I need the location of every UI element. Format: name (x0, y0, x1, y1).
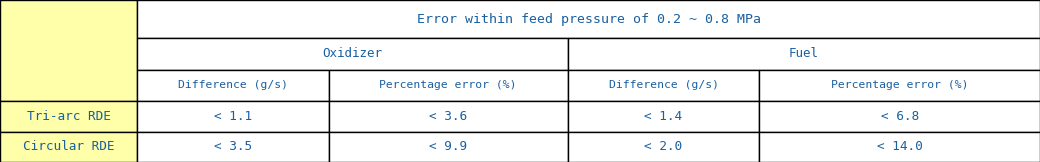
Text: < 9.9: < 9.9 (430, 140, 467, 153)
Bar (137, 132, 329, 162)
Bar (568, 38, 1040, 70)
Bar (568, 132, 759, 162)
Text: Fuel: Fuel (789, 47, 818, 60)
Text: Percentage error (%): Percentage error (%) (380, 80, 517, 90)
Bar (568, 70, 759, 101)
Bar (137, 38, 568, 70)
Text: < 3.6: < 3.6 (430, 110, 467, 123)
Text: Oxidizer: Oxidizer (322, 47, 383, 60)
Bar (0, 132, 137, 162)
Text: < 2.0: < 2.0 (645, 140, 682, 153)
Bar (329, 70, 568, 101)
Bar (759, 132, 1040, 162)
Bar (759, 70, 1040, 101)
Bar (329, 132, 568, 162)
Text: Circular RDE: Circular RDE (23, 140, 114, 153)
Text: < 3.5: < 3.5 (214, 140, 252, 153)
Bar (329, 101, 568, 132)
Text: < 6.8: < 6.8 (881, 110, 918, 123)
Bar (759, 101, 1040, 132)
Text: Tri-arc RDE: Tri-arc RDE (27, 110, 110, 123)
Bar (0, 101, 137, 132)
Text: Percentage error (%): Percentage error (%) (831, 80, 968, 90)
Text: < 1.1: < 1.1 (214, 110, 252, 123)
Bar (0, 0, 137, 101)
Text: Error within feed pressure of 0.2 ~ 0.8 MPa: Error within feed pressure of 0.2 ~ 0.8 … (417, 12, 760, 26)
Text: < 14.0: < 14.0 (877, 140, 922, 153)
Text: < 1.4: < 1.4 (645, 110, 682, 123)
Text: Difference (g/s): Difference (g/s) (608, 80, 719, 90)
Bar (137, 0, 1040, 38)
Text: Difference (g/s): Difference (g/s) (178, 80, 288, 90)
Bar (137, 101, 329, 132)
Bar (568, 101, 759, 132)
Bar (137, 70, 329, 101)
